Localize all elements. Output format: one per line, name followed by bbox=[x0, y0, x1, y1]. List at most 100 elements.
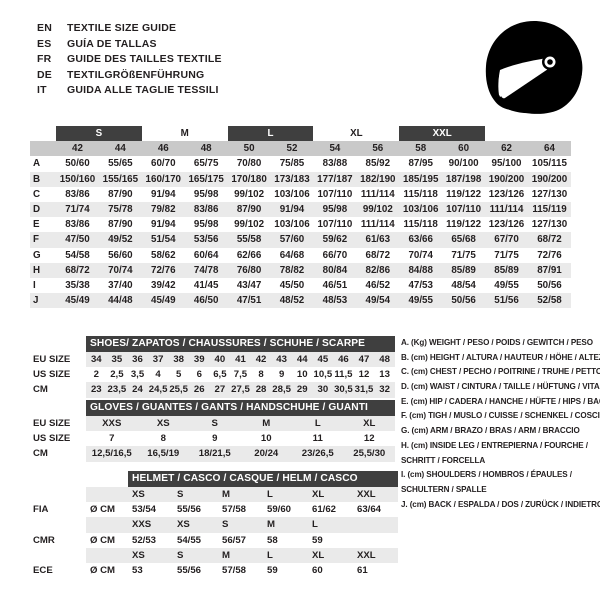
measure-cell: 54/58 bbox=[56, 247, 99, 263]
measure-cell: 49/55 bbox=[399, 293, 443, 309]
size-band-s: S bbox=[56, 126, 142, 142]
shoes-cell: 27 bbox=[209, 382, 231, 398]
shoes-cell: 30,5 bbox=[333, 382, 354, 398]
helmet-size-label: XXS bbox=[128, 517, 173, 533]
measure-cell: 127/130 bbox=[527, 217, 571, 233]
table-row: EU SIZE 34 35 36 37 38 39 40 41 42 43 44 45 46 47 48 bbox=[30, 352, 395, 368]
measure-cell: 47/51 bbox=[227, 293, 271, 309]
gloves-row-label: CM bbox=[30, 446, 86, 462]
language-header: EN TEXTILE SIZE GUIDE ES GUÍA DE TALLAS FR GU… bbox=[37, 22, 337, 100]
measure-cell: 57/60 bbox=[270, 232, 314, 248]
helmet-size-label: XS bbox=[128, 487, 173, 503]
shoes-cell: 40 bbox=[209, 352, 231, 368]
measure-cell: 41/45 bbox=[184, 278, 228, 294]
measure-cell: 87/90 bbox=[98, 186, 142, 203]
shoes-cell: 5 bbox=[168, 367, 189, 383]
gloves-cell: M bbox=[240, 416, 292, 432]
shoes-cell: 26 bbox=[188, 382, 210, 398]
gloves-cell: 8 bbox=[137, 431, 189, 447]
helmet-size-label bbox=[353, 517, 398, 533]
measure-cell: 185/195 bbox=[399, 171, 443, 187]
helmet-cell: 58 bbox=[263, 532, 308, 548]
measure-cell: 68/72 bbox=[356, 247, 400, 263]
size-band-l: L bbox=[227, 126, 314, 142]
numeric-size-60: 60 bbox=[442, 141, 486, 157]
gloves-cell: XL bbox=[343, 416, 395, 432]
measure-cell: 85/92 bbox=[356, 156, 400, 172]
measure-cell: 115/118 bbox=[399, 217, 443, 233]
measure-row-label-C: C bbox=[30, 186, 56, 203]
helmet-table: HELMET / CASCO / CASQUE / HELM / CASCO XS… bbox=[30, 471, 398, 579]
numeric-size-62: 62 bbox=[485, 141, 528, 157]
gloves-cell: 11 bbox=[292, 431, 344, 447]
helmet-size-row-spacer bbox=[30, 487, 86, 503]
table-row: ECE Ø CM 53 55/56 57/58 59 60 61 bbox=[30, 563, 398, 579]
measure-cell: 49/52 bbox=[98, 232, 142, 248]
measure-row-label-A: A bbox=[30, 156, 56, 172]
shoes-cell: 28,5 bbox=[271, 382, 292, 398]
measure-cell: 177/187 bbox=[313, 171, 357, 187]
measure-cell: 72/76 bbox=[527, 247, 571, 263]
legend-line: D. (cm) WAIST / CINTURA / TAILLE / HÜFTU… bbox=[401, 382, 600, 392]
numeric-row-spacer bbox=[30, 141, 56, 157]
table-row: FIA Ø CM 53/54 55/56 57/58 59/60 61/62 63/64 bbox=[30, 502, 398, 518]
legend-line: SCHRITT / FORCELLA bbox=[401, 455, 486, 465]
measure-row-label-D: D bbox=[30, 202, 56, 218]
table-row: B 150/160 155/165 160/170 165/175 170/180 173/… bbox=[30, 171, 571, 187]
language-code: EN bbox=[37, 22, 52, 34]
helmet-size-row-spacer bbox=[30, 547, 86, 564]
helmet-cell: 63/64 bbox=[353, 502, 398, 518]
helmet-cell: 61/62 bbox=[308, 502, 353, 518]
measure-cell: 49/55 bbox=[485, 278, 528, 294]
helmet-cell: 55/56 bbox=[173, 502, 218, 518]
measure-cell: 83/86 bbox=[56, 186, 99, 203]
helmet-table-body: HELMET / CASCO / CASQUE / HELM / CASCO XS… bbox=[30, 471, 398, 579]
measure-cell: 83/86 bbox=[184, 202, 228, 218]
measure-cell: 123/126 bbox=[485, 217, 528, 233]
shoes-cell: 37 bbox=[147, 352, 169, 368]
helmet-size-label: M bbox=[218, 487, 263, 503]
shoes-cell: 12 bbox=[353, 367, 375, 383]
measure-cell: 46/50 bbox=[184, 293, 228, 309]
measure-cell: 190/200 bbox=[527, 171, 571, 187]
helmet-cell: 55/56 bbox=[173, 563, 218, 579]
numeric-size-52: 52 bbox=[270, 141, 314, 157]
language-code: ES bbox=[37, 37, 52, 50]
helmet-cell bbox=[353, 532, 398, 548]
language-row: IT GUIDA ALLE TAGLIE TESSILI bbox=[37, 84, 337, 100]
helmet-size-row-spacer-2 bbox=[86, 547, 128, 564]
measure-cell: 45/50 bbox=[270, 278, 314, 294]
gloves-cell: L bbox=[292, 416, 344, 432]
measure-cell: 170/180 bbox=[227, 171, 271, 187]
numeric-size-48: 48 bbox=[184, 141, 228, 157]
measure-cell: 105/115 bbox=[527, 156, 571, 172]
shoes-section-title: SHOES/ ZAPATOS / CHAUSSURES / SCHUHE / S… bbox=[86, 336, 395, 352]
language-code: DE bbox=[37, 68, 52, 81]
helmet-size-label: L bbox=[263, 547, 308, 564]
measure-cell: 87/90 bbox=[227, 202, 271, 218]
shoes-cell: 31,5 bbox=[353, 382, 375, 398]
measure-cell: 160/170 bbox=[141, 171, 185, 187]
measure-cell: 182/190 bbox=[356, 171, 400, 187]
gloves-cell: 10 bbox=[240, 431, 292, 447]
measure-cell: 65/68 bbox=[442, 232, 486, 248]
measure-cell: 107/110 bbox=[313, 217, 357, 233]
legend-line: G. (cm) ARM / BRAZO / BRAS / ARM / BRACC… bbox=[401, 426, 580, 436]
shoes-cell: 9 bbox=[271, 367, 292, 383]
measure-cell: 63/66 bbox=[399, 232, 443, 248]
measure-cell: 103/106 bbox=[399, 202, 443, 218]
measure-row-label-H: H bbox=[30, 262, 56, 279]
helmet-size-label: XXL bbox=[353, 487, 398, 503]
measure-cell: 61/63 bbox=[356, 232, 400, 248]
measure-cell: 99/102 bbox=[227, 217, 271, 233]
measure-cell: 76/80 bbox=[227, 262, 271, 279]
measure-cell: 48/52 bbox=[270, 293, 314, 309]
measure-cell: 91/94 bbox=[270, 202, 314, 218]
legend-line: B. (cm) HEIGHT / ALTURA / HAUTEUR / HÖHE… bbox=[401, 352, 600, 362]
table-row: F 47/50 49/52 51/54 53/56 55/58 57/60 59/62 61/6… bbox=[30, 232, 571, 248]
measure-cell: 65/75 bbox=[184, 156, 228, 172]
measure-row-label-J: J bbox=[30, 293, 56, 309]
helmet-unit: Ø CM bbox=[86, 563, 128, 579]
table-row: H 68/72 70/74 72/76 74/78 76/80 78/82 80/84 82/8… bbox=[30, 262, 571, 279]
measure-cell: 111/114 bbox=[356, 217, 400, 233]
